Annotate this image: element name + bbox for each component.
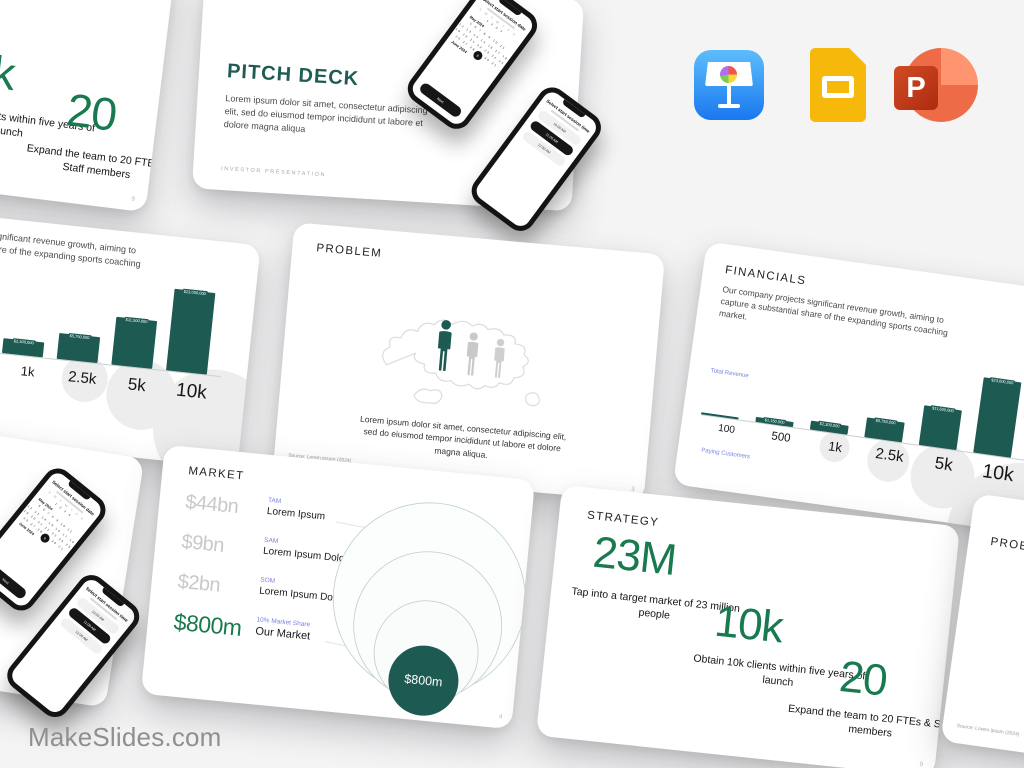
brand-logo[interactable]: MakeSlides.com [28,722,222,752]
keynote-stem [727,86,731,105]
market-row-value: $9bn [180,530,225,557]
market-row-value: $800m [172,608,243,641]
slide-card-pitch-deck: PITCH DECK Lorem ipsum dolor sit amet, c… [191,0,607,237]
page-number: 9 [130,196,136,203]
google-slides-fold-cut [849,48,866,65]
bar: $5,750,000 [56,332,101,364]
category-label: 2.5k [67,368,98,389]
bar: $2,300,000 [809,420,849,435]
bar [700,412,739,420]
slide-card-strategy: STRATEGY 23M Tap into a target market of… [535,484,961,768]
google-slides-window [822,76,854,98]
category-label: 500 [770,430,792,445]
tam-sam-som-circles: $800m [332,502,526,716]
slide-card-financials: FINANCIALS Our company projects signific… [672,241,1024,540]
page-number: 9 [919,761,924,768]
powerpoint-letter-tile: P [894,66,938,110]
bar-value-label: $5,750,000 [873,417,898,427]
bar: $23,000,000 [166,288,216,375]
source-note: Source: Lorem ipsum (2024) [956,723,1020,738]
stat-value: 10k [712,596,786,653]
region-map-outline [382,319,540,407]
keynote-icon [694,50,764,120]
bar-value-label: $2,300,000 [817,420,842,431]
slide-title: STRATEGY [586,509,660,530]
stat-value: 20 [837,651,890,706]
slide-title: PROBLEM [989,536,1024,558]
bar-value-label: $23,000,000 [989,377,1016,387]
bar: $11,500,000 [918,405,962,451]
slide-title: PROBLEM [315,242,383,260]
slide-card-financials-partial: Our company projects significant revenue… [0,203,261,469]
bar: $5,750,000 [864,417,905,443]
slide-title: FINANCIALS [724,264,807,288]
stat-value: 20 [64,83,120,141]
slide-footer: INVESTOR PRESENTATION [220,165,327,179]
market-row-value: $44bn [184,491,240,519]
bar-value-label: $1,150,000 [762,416,787,427]
bar-value-label: $2,300,000 [11,338,36,347]
bar-value-label: $11,500,000 [123,316,150,326]
bar: $1,150,000 [755,416,794,428]
slide-title: PITCH DECK [226,60,360,91]
next-button: Next [0,561,28,601]
bar: $11,500,000 [111,316,158,369]
phone-mockup-time: Select start session time 10:00 AM 11:00… [465,81,607,237]
person-icon [462,332,483,377]
stat-caption: Expand the team to 20 FTEs & Staff membe… [787,702,956,740]
person-icon-highlight [432,319,456,373]
slide-card-market: MARKET $44bn TAM Lorem Ipsum $9bn SAM Lo… [140,444,536,730]
stat-caption: Expand the team to 20 FTEs & Staff membe… [26,142,171,182]
bar: $23,000,000 [973,377,1022,458]
slide-title: MARKET [187,465,246,483]
slide-body: Lorem ipsum dolor sit amet, consectetur … [223,93,428,135]
stat-value: 23M [590,527,679,585]
slide-card-problem: PROBLEM Lorem ipsum dolor sit amet, cons… [272,222,666,502]
stat-value: 10k [0,39,18,101]
category-label: 100 [717,422,736,437]
page-number: 4 [498,714,503,721]
bar-value-label: $5,750,000 [67,332,92,342]
slide-card-strategy-partial: 10k Obtain 10k clients within five years… [0,0,176,213]
keynote-pie [719,65,738,84]
google-slides-icon [810,48,866,122]
powerpoint-icon: P [894,46,978,124]
category-label: 1k [20,363,36,380]
bar-value-label: $11,500,000 [930,405,956,415]
keynote-base [718,104,740,108]
bubble-label: $800m [404,672,443,690]
market-row-value: $2bn [176,570,222,597]
category-label: 1k [827,438,844,456]
bar: $2,300,000 [1,338,45,358]
person-icon [490,338,509,379]
bar-value-label: $23,000,000 [181,288,208,298]
